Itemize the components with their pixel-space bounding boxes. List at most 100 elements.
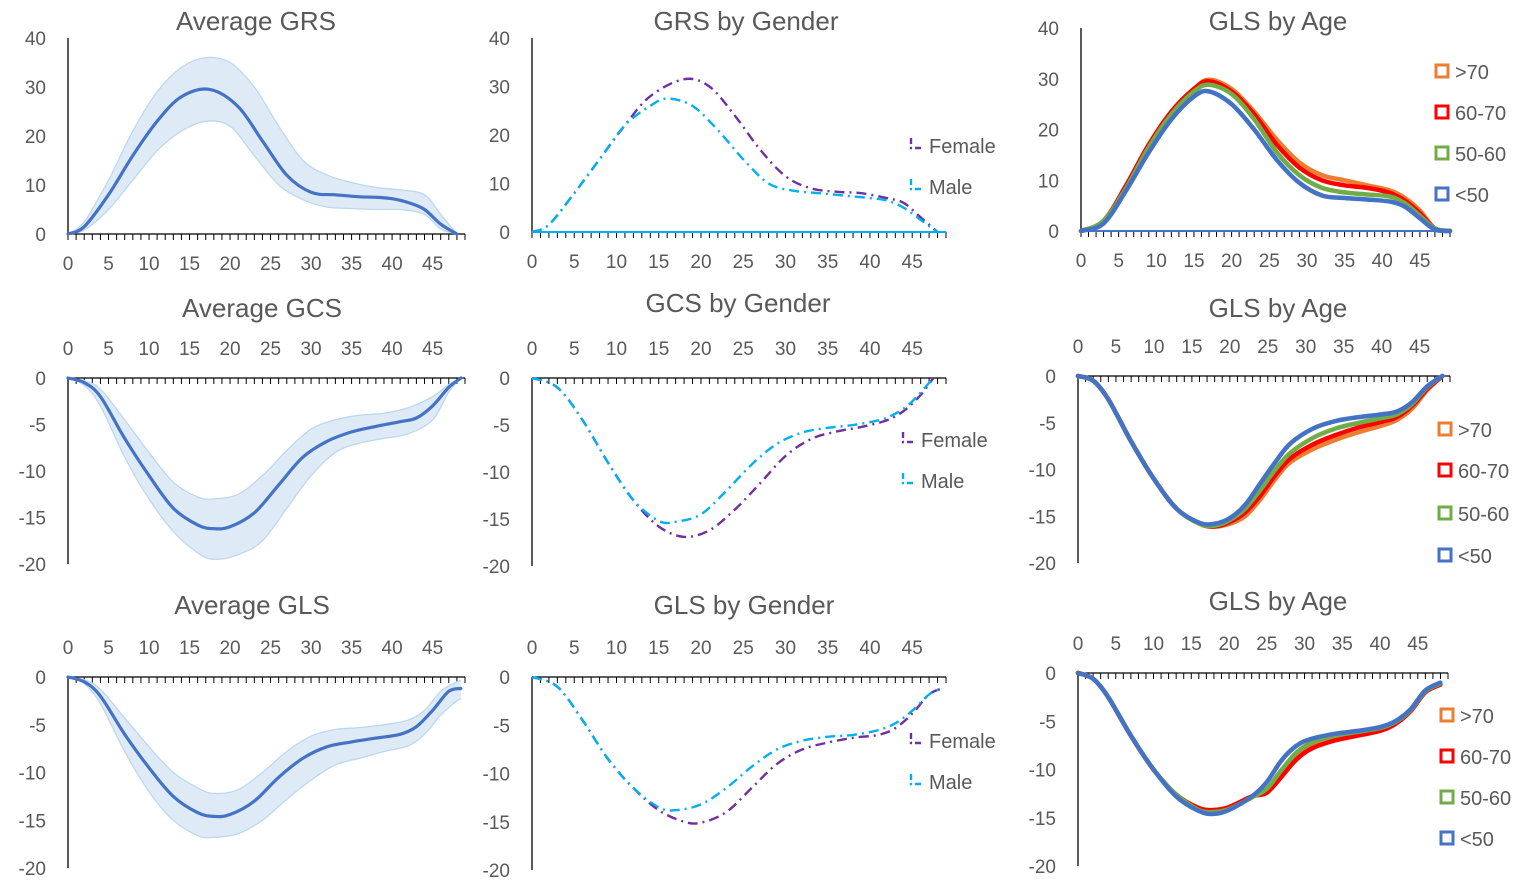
x-tick-label: 0 [1073,337,1084,358]
chart-panel-6-gls-by-age: GLS by Age 0 -5 -10 -15 -20 0 5 10 15 20 25 30 35 40 45… [1029,293,1510,575]
x-tick-label: 40 [1369,634,1390,655]
legend-label: >70 [1460,706,1494,728]
chart-panel-2-grs-by-gender: GRS by Gender 0 10 20 30 40 0 5 10 15 20 25 30 35 40 45… [489,6,996,273]
y-tick-label: 20 [25,127,46,148]
x-tick-label: 35 [817,252,838,273]
legend-item-female: Female [909,136,996,158]
x-tick-label: 10 [1143,634,1164,655]
y-tick-label: -5 [1039,712,1056,733]
series-line-over-70 [1075,373,1445,529]
confidence-band [68,57,457,234]
x-tick-label: 20 [690,638,711,659]
y-tick-label: -15 [483,813,510,834]
x-tick-label: 10 [606,638,627,659]
series-line-under-50 [1075,670,1443,817]
y-tick-label: -5 [29,716,46,737]
chart-title: Average GLS [174,590,330,620]
x-tick-label: 40 [1372,251,1393,272]
x-tick-label: 30 [775,638,796,659]
x-tick-label: 0 [63,638,74,659]
y-tick-label: -15 [1029,809,1056,830]
x-tick-label: 20 [219,638,240,659]
legend-label: Female [921,430,988,452]
x-tick-label: 45 [422,339,443,360]
x-tick-label: 25 [260,339,281,360]
series-line-upper [67,56,458,235]
y-tick-label: -15 [1029,507,1056,528]
series-line-female [531,77,939,234]
x-tick-label: 25 [733,339,754,360]
x-tick-label: 15 [1181,634,1202,655]
series-line-mean [66,376,463,531]
x-tick-label: 5 [103,638,114,659]
legend-swatch [1437,462,1453,478]
legend-swatch [909,774,923,786]
x-tick-label: 25 [260,254,281,275]
legend-label: <50 [1458,546,1492,568]
x-tick-label: 10 [138,254,159,275]
x-tick-label: 0 [63,339,74,360]
y-tick-label: 30 [1038,70,1059,91]
x-tick-label: 25 [1257,337,1278,358]
x-tick-label: 35 [341,254,362,275]
x-tick-label: 45 [902,339,923,360]
y-tick-label: -20 [483,861,510,882]
y-tick-label: -10 [19,764,46,785]
x-tick-label: 45 [1409,337,1430,358]
x-tick-label: 25 [733,252,754,273]
chart-title: GLS by Age [1209,293,1348,323]
y-tick-label: -10 [19,462,46,483]
y-tick-label: 20 [489,126,510,147]
legend-swatch [1434,186,1450,202]
x-tick-label: 40 [859,638,880,659]
legend-label: Female [929,136,996,158]
x-tick-label: 40 [382,339,403,360]
x-tick-label: 10 [1143,337,1164,358]
legend-swatch [1437,421,1453,437]
x-tick-label: 5 [569,252,580,273]
x-tick-label: 30 [1296,251,1317,272]
legend-label: 60-70 [1458,461,1509,483]
series-line-lower [67,676,462,839]
y-tick-label: 10 [489,175,510,196]
y-tick-label: 40 [1038,19,1059,40]
legend-label: <50 [1460,829,1494,851]
legend-swatch [901,473,915,485]
chart-title: GLS by Age [1209,586,1348,616]
x-tick-label: 20 [1218,634,1239,655]
x-tick-label: 0 [527,252,538,273]
y-tick-label: 10 [1038,171,1059,192]
x-tick-label: 20 [1219,337,1240,358]
x-tick-label: 15 [179,638,200,659]
x-tick-label: 40 [382,638,403,659]
x-tick-label: 45 [1409,251,1430,272]
x-tick-label: 0 [527,339,538,360]
x-tick-label: 35 [1334,251,1355,272]
x-tick-label: 20 [219,339,240,360]
x-tick-label: 5 [569,638,580,659]
chart-panel-3-gls-by-age: GLS by Age 0 10 20 30 40 0 5 10 15 20 25 30 35 40 45 >70… [1038,6,1506,272]
legend-swatch [1434,63,1450,79]
confidence-band [68,378,461,560]
chart-title: GLS by Gender [654,590,835,620]
legend-swatch [909,179,923,191]
x-tick-label: 35 [817,638,838,659]
x-tick-label: 15 [179,339,200,360]
confidence-band [68,677,461,838]
legend-item-60-70: 60-70 [1437,461,1509,483]
x-tick-label: 10 [138,339,159,360]
x-tick-label: 30 [300,339,321,360]
x-tick-label: 35 [1332,634,1353,655]
series-line-60-70 [1078,79,1453,234]
y-tick-label: -5 [1039,414,1056,435]
legend-swatch [909,733,923,745]
x-tick-label: 25 [1256,634,1277,655]
legend-item-over-70: >70 [1434,62,1489,84]
series-line-mean [66,87,459,236]
chart-title: GCS by Gender [646,288,831,318]
x-tick-label: 35 [341,638,362,659]
x-tick-label: 45 [902,638,923,659]
legend-swatch [1439,748,1455,764]
legend-swatch [1437,547,1453,563]
chart-title: Average GRS [176,6,336,36]
